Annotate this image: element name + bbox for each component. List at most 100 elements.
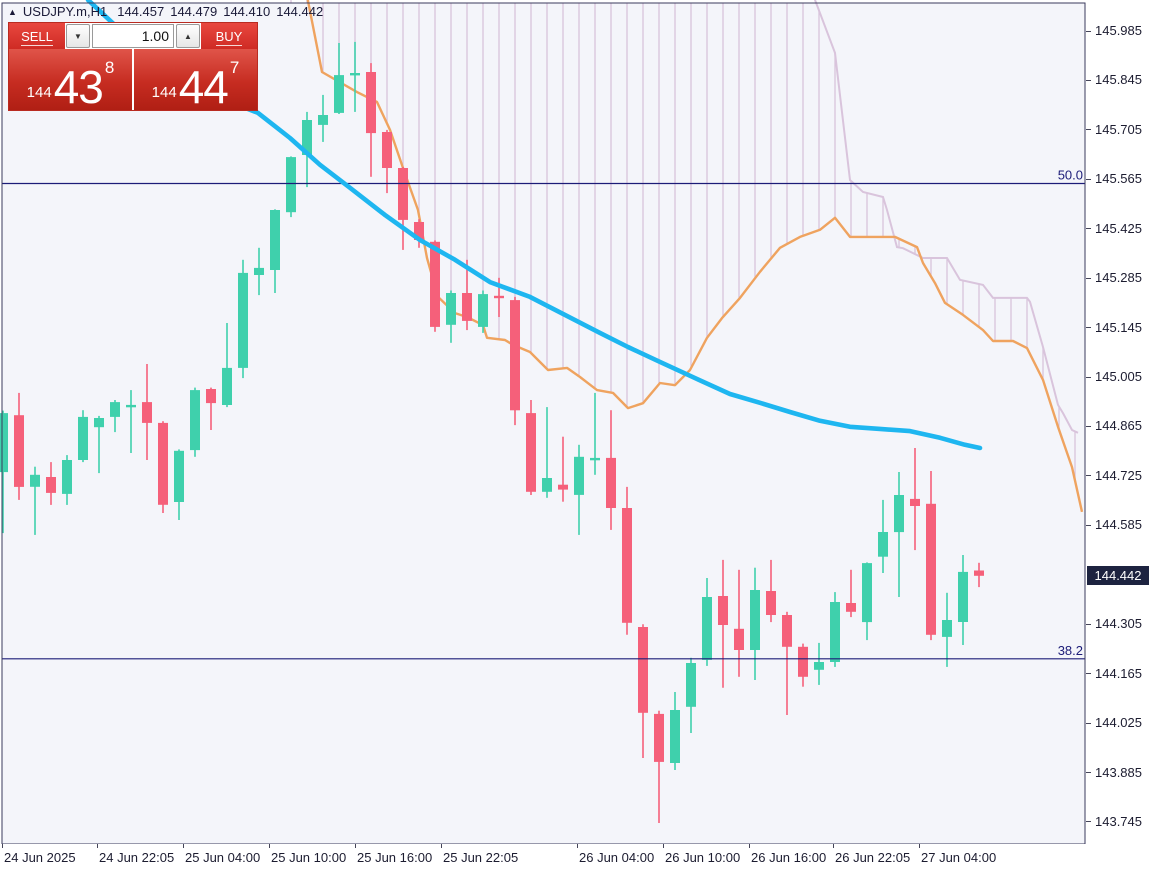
fib-level-label: 50.0	[1058, 168, 1083, 183]
candle-body	[366, 72, 376, 134]
time-tick-mark	[441, 844, 442, 848]
time-axis[interactable]: 24 Jun 2025 24 Jun 22:05 25 Jun 04:00 25 Ju…	[0, 844, 1152, 870]
bid-price-tile[interactable]: 144 43 8	[9, 49, 134, 110]
price-tick-mark	[1086, 376, 1091, 378]
chart-canvas[interactable]: 50.0 38.2	[0, 0, 1086, 844]
price-tick-mark	[1086, 79, 1091, 81]
ask-prefix: 144	[151, 84, 177, 101]
candle-body	[46, 477, 56, 493]
candle-body	[974, 570, 984, 576]
time-tick-label: 24 Jun 22:05	[99, 850, 175, 865]
sell-button[interactable]: SELL	[9, 23, 65, 49]
price-tick-label: 145.005	[1095, 369, 1142, 385]
time-tick-mark	[919, 844, 920, 848]
candle-body	[526, 413, 536, 492]
candle-body	[0, 413, 8, 473]
price-tick-mark	[1086, 425, 1091, 427]
candle-body	[734, 628, 744, 650]
price-tick-mark	[1086, 327, 1091, 329]
price-tick-label: 144.025	[1095, 715, 1142, 731]
candle-body	[14, 415, 24, 487]
candle-body	[270, 210, 280, 270]
candle-body	[510, 300, 520, 411]
candle-body	[62, 460, 72, 494]
candle-body	[190, 390, 200, 451]
price-tick-mark	[1086, 277, 1091, 279]
candle-body	[222, 367, 232, 405]
time-tick-label: 26 Jun 04:00	[579, 850, 655, 865]
candle-body	[398, 168, 408, 220]
candle-body	[254, 267, 264, 275]
ask-price-tile[interactable]: 144 44 7	[134, 49, 257, 110]
chart-background	[2, 3, 1085, 844]
candle-body	[590, 457, 600, 461]
price-tick-label: 144.305	[1095, 616, 1142, 632]
candle-body	[286, 157, 296, 213]
candle-body	[670, 710, 680, 763]
ohlc-open: 144.457	[117, 4, 165, 19]
candle-body	[158, 422, 168, 505]
candle-body	[766, 591, 776, 615]
candle-body	[894, 495, 904, 533]
time-tick-mark	[749, 844, 750, 848]
time-tick-label: 25 Jun 04:00	[185, 850, 261, 865]
candle-body	[206, 389, 216, 404]
time-tick-label: 24 Jun 2025	[4, 850, 76, 865]
candle-body	[350, 73, 360, 76]
price-tick-mark	[1086, 623, 1091, 625]
sell-button-label: SELL	[21, 28, 53, 46]
time-tick-mark	[97, 844, 98, 848]
candle-body	[318, 115, 328, 125]
ohlc-close: 144.442	[276, 4, 324, 19]
candle-body	[94, 418, 104, 428]
time-tick-mark	[2, 844, 3, 848]
ask-big-figure: 44	[178, 60, 229, 113]
bid-big-figure: 43	[53, 60, 104, 113]
candle-body	[750, 590, 760, 650]
price-tick-mark	[1086, 524, 1091, 526]
candle-body	[846, 603, 856, 612]
ask-pip: 7	[229, 58, 240, 77]
time-tick-label: 26 Jun 10:00	[665, 850, 741, 865]
chart-title-bar: ▲ USDJPY.m,H1 144.457 144.479 144.410 144.442	[8, 4, 329, 19]
price-tick-label: 144.165	[1095, 665, 1142, 681]
time-tick-label: 27 Jun 04:00	[921, 850, 997, 865]
volume-control: ▼ ▲	[65, 23, 201, 49]
time-tick-mark	[183, 844, 184, 848]
price-tick-label: 145.425	[1095, 220, 1142, 236]
candle-body	[686, 663, 696, 707]
price-tick-mark	[1086, 673, 1091, 675]
price-tick-label: 145.845	[1095, 72, 1142, 88]
candle-body	[542, 478, 552, 492]
price-axis[interactable]: 145.985 145.845 145.705 145.565 145.425 145.2…	[1086, 0, 1152, 844]
bid-prefix: 144	[26, 84, 52, 101]
candle-body	[334, 75, 344, 113]
senkou-span-b-line	[814, 0, 1079, 434]
one-click-trading-panel: SELL ▼ ▲ BUY 144 43 8 144 44 7	[8, 22, 258, 111]
collapse-arrow-icon[interactable]: ▲	[8, 7, 17, 17]
candle-body	[494, 295, 504, 299]
buy-button[interactable]: BUY	[201, 23, 257, 49]
volume-up-button[interactable]: ▲	[176, 24, 200, 48]
fib-level-label: 38.2	[1058, 643, 1083, 658]
time-tick-mark	[269, 844, 270, 848]
symbol-period-label: USDJPY.m,H1	[22, 4, 108, 19]
time-tick-label: 26 Jun 22:05	[835, 850, 911, 865]
time-tick-mark	[577, 844, 578, 848]
candle-body	[798, 646, 808, 677]
ohlc-high: 144.479	[170, 4, 218, 19]
candle-body	[606, 457, 616, 508]
candlesticks	[0, 41, 984, 823]
price-tick-label: 144.725	[1095, 467, 1142, 483]
volume-input[interactable]	[92, 24, 174, 48]
volume-down-button[interactable]: ▼	[66, 24, 90, 48]
candle-body	[382, 132, 392, 168]
candle-body	[782, 615, 792, 647]
price-tick-label: 145.705	[1095, 121, 1142, 137]
candle-body	[142, 402, 152, 423]
chart-frame	[1, 2, 1086, 844]
price-tick-mark	[1086, 30, 1091, 32]
time-tick-mark	[663, 844, 664, 848]
price-tick-label: 143.745	[1095, 813, 1142, 829]
